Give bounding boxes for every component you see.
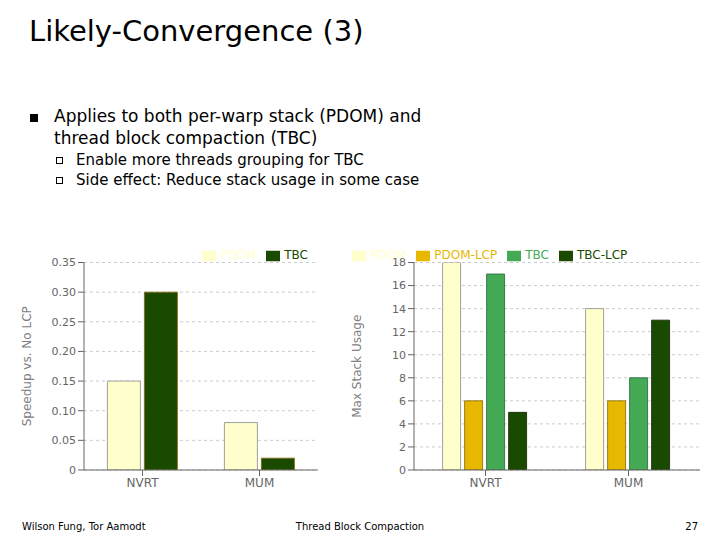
svg-text:NVRT: NVRT xyxy=(470,476,503,490)
svg-text:0.05: 0.05 xyxy=(52,434,77,447)
svg-text:Speedup vs. No LCP: Speedup vs. No LCP xyxy=(20,306,34,426)
svg-text:NVRT: NVRT xyxy=(127,476,160,490)
svg-text:0: 0 xyxy=(69,464,76,477)
svg-text:0.25: 0.25 xyxy=(52,316,77,329)
svg-text:0.15: 0.15 xyxy=(52,375,77,388)
svg-text:0.30: 0.30 xyxy=(52,286,77,299)
svg-text:MUM: MUM xyxy=(614,476,644,490)
svg-text:12: 12 xyxy=(392,326,406,339)
svg-text:16: 16 xyxy=(392,279,406,292)
svg-text:4: 4 xyxy=(399,418,406,431)
svg-text:0.10: 0.10 xyxy=(52,405,77,418)
svg-text:0: 0 xyxy=(399,464,406,477)
svg-text:14: 14 xyxy=(392,303,406,316)
svg-text:18: 18 xyxy=(392,256,406,269)
svg-text:MUM: MUM xyxy=(245,476,275,490)
svg-text:0.20: 0.20 xyxy=(52,345,77,358)
svg-text:10: 10 xyxy=(392,349,406,362)
svg-text:8: 8 xyxy=(399,372,406,385)
svg-text:6: 6 xyxy=(399,395,406,408)
svg-text:2: 2 xyxy=(399,441,406,454)
svg-text:Max Stack Usage: Max Stack Usage xyxy=(350,315,364,418)
svg-text:0.35: 0.35 xyxy=(52,256,77,269)
